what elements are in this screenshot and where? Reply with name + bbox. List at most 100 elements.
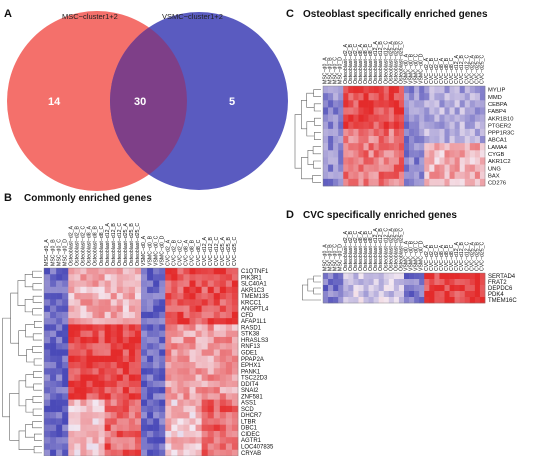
heatmap-cell: [328, 157, 334, 165]
heatmap-cell: [153, 362, 160, 369]
gene-label: HRASLS3: [241, 338, 269, 344]
heatmap-cell: [62, 336, 69, 344]
heatmap-cell: [189, 324, 196, 331]
gene-label: ZNF581: [241, 394, 263, 400]
heatmap-cell: [358, 171, 364, 180]
gene-label: PDK4: [488, 292, 504, 298]
heatmap-cell: [464, 273, 471, 280]
heatmap-cell: [159, 299, 166, 306]
heatmap-cell: [225, 305, 233, 313]
heatmap-cell: [414, 178, 420, 187]
heatmap-cell: [231, 393, 239, 400]
heatmap-cell: [444, 178, 450, 187]
heatmap-cell: [409, 291, 415, 298]
heatmap-cell: [328, 178, 334, 187]
heatmap-cell: [348, 285, 354, 292]
dendrogram-branch: [25, 374, 34, 388]
heatmap-cell: [424, 171, 430, 180]
heatmap-cell: [147, 380, 154, 388]
heatmap-cell: [464, 291, 471, 298]
heatmap-cell: [147, 318, 154, 325]
heatmap-cell: [128, 380, 136, 388]
heatmap-cell: [378, 285, 385, 292]
heatmap-cell: [110, 374, 118, 382]
heatmap-cell: [225, 286, 233, 294]
heatmap-cell: [50, 311, 57, 319]
heatmap-cell: [98, 399, 105, 407]
gene-label: PPAP2A: [241, 357, 264, 363]
heatmap-cell: [479, 107, 486, 115]
heatmap-cell: [134, 443, 142, 451]
heatmap-cell: [201, 437, 208, 444]
heatmap-cell: [147, 299, 154, 306]
heatmap-cell: [80, 274, 87, 281]
column-label: Osteoblast−d25_C: [398, 228, 404, 271]
gene-label: BAX: [488, 173, 500, 179]
heatmap-cell: [177, 424, 184, 432]
column-label: Osteoblast−d12_B: [378, 41, 384, 84]
heatmap-cell: [195, 324, 202, 331]
heatmap-cell: [358, 285, 364, 292]
heatmap-cell: [165, 449, 172, 456]
heatmap-cell: [86, 449, 93, 456]
heatmap-cell: [86, 387, 93, 394]
heatmap-cell: [159, 412, 166, 419]
heatmap-cell: [56, 424, 63, 432]
heatmap-cell: [141, 343, 148, 350]
heatmap-cell: [409, 279, 415, 286]
heatmap-cell: [439, 164, 445, 173]
heatmap-cell: [189, 405, 196, 413]
heatmap-cell: [213, 374, 221, 382]
heatmap-cell: [74, 355, 81, 363]
heatmap-cell: [116, 362, 124, 369]
heatmap-cell: [404, 136, 410, 144]
heatmap-cell: [147, 280, 154, 288]
heatmap-cell: [56, 311, 63, 319]
heatmap-cell: [110, 405, 118, 413]
heatmap-cell: [86, 274, 93, 281]
heatmap-cell: [469, 273, 476, 280]
heatmap-cell: [201, 399, 208, 407]
heatmap-cell: [378, 150, 385, 158]
heatmap-cell: [474, 291, 481, 298]
heatmap-cell: [165, 374, 172, 382]
heatmap-cell: [454, 114, 460, 123]
heatmap-cell: [353, 121, 359, 130]
gene-label: TSC22D3: [241, 376, 268, 382]
gene-label: AKR1B10: [488, 116, 513, 122]
heatmap-cell: [454, 157, 460, 165]
heatmap-cell: [141, 424, 148, 432]
heatmap-cell: [323, 100, 329, 108]
heatmap-cell: [439, 86, 445, 94]
heatmap-cell: [68, 424, 75, 432]
heatmap-cell: [373, 114, 379, 123]
heatmap-cell: [159, 405, 166, 413]
heatmap-cell: [153, 424, 160, 432]
heatmap-cell: [122, 280, 130, 288]
heatmap-cell: [479, 143, 486, 151]
dendrogram-branch: [312, 174, 321, 183]
heatmap-cell: [189, 286, 196, 294]
heatmap-cell: [86, 299, 93, 306]
heatmap-cell: [183, 430, 190, 438]
heatmap-cell: [195, 443, 202, 451]
heatmap-cell: [56, 349, 63, 357]
heatmap-cell: [343, 100, 349, 108]
heatmap-cell: [62, 349, 69, 357]
heatmap-cell: [44, 324, 51, 331]
gene-label: DDIT4: [241, 382, 259, 388]
heatmap-cell: [469, 136, 476, 144]
heatmap-cell: [128, 437, 136, 444]
heatmap-cell: [177, 324, 184, 331]
heatmap-cell: [393, 136, 400, 144]
column-label: Osteoblast−d12_C: [383, 228, 389, 271]
heatmap-cell: [122, 305, 130, 313]
heatmap-cell: [231, 430, 239, 438]
heatmap-cell: [201, 324, 208, 331]
heatmap-cell: [363, 178, 369, 187]
heatmap-cell: [414, 150, 420, 158]
gene-label: TMEM16C: [488, 298, 517, 304]
heatmap-cell: [147, 399, 154, 407]
heatmap-cell: [116, 280, 124, 288]
heatmap-cell: [110, 324, 118, 331]
